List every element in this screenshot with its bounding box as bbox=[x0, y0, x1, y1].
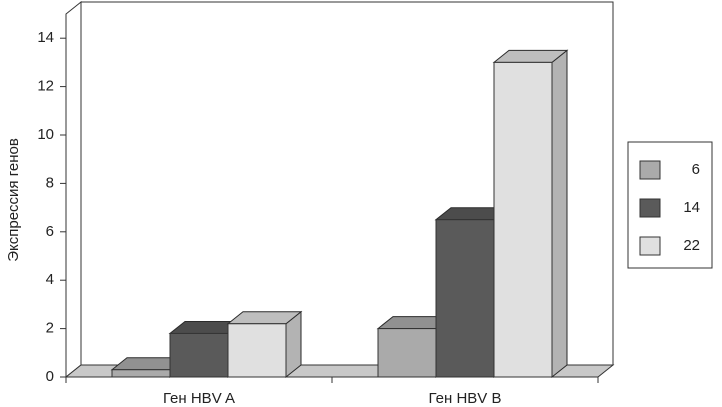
legend-label: 6 bbox=[692, 161, 700, 178]
bar-side bbox=[551, 49, 568, 379]
y-tick-label: 10 bbox=[37, 126, 54, 143]
bar bbox=[111, 369, 171, 378]
y-tick-label: 6 bbox=[46, 223, 54, 240]
y-tick-label: 0 bbox=[46, 368, 54, 385]
bar bbox=[169, 332, 229, 378]
y-axis-label: Экспрессия генов bbox=[5, 138, 22, 262]
legend-swatch bbox=[639, 160, 661, 180]
legend-swatch bbox=[639, 198, 661, 218]
side-wall bbox=[65, 0, 82, 379]
legend-swatch bbox=[639, 236, 661, 256]
y-tick-label: 8 bbox=[46, 174, 54, 191]
legend-label: 14 bbox=[683, 199, 700, 216]
x-tick-label: Ген HBV B bbox=[429, 390, 502, 407]
bar bbox=[493, 61, 553, 378]
x-tick-label: Ген HBV A bbox=[163, 390, 235, 407]
bar bbox=[227, 323, 287, 378]
y-tick-label: 12 bbox=[37, 78, 54, 95]
bar bbox=[435, 219, 495, 378]
legend-label: 22 bbox=[683, 237, 700, 254]
y-tick-label: 14 bbox=[37, 29, 54, 46]
y-tick-label: 2 bbox=[46, 320, 54, 337]
y-tick-label: 4 bbox=[46, 271, 54, 288]
bar bbox=[377, 328, 437, 378]
